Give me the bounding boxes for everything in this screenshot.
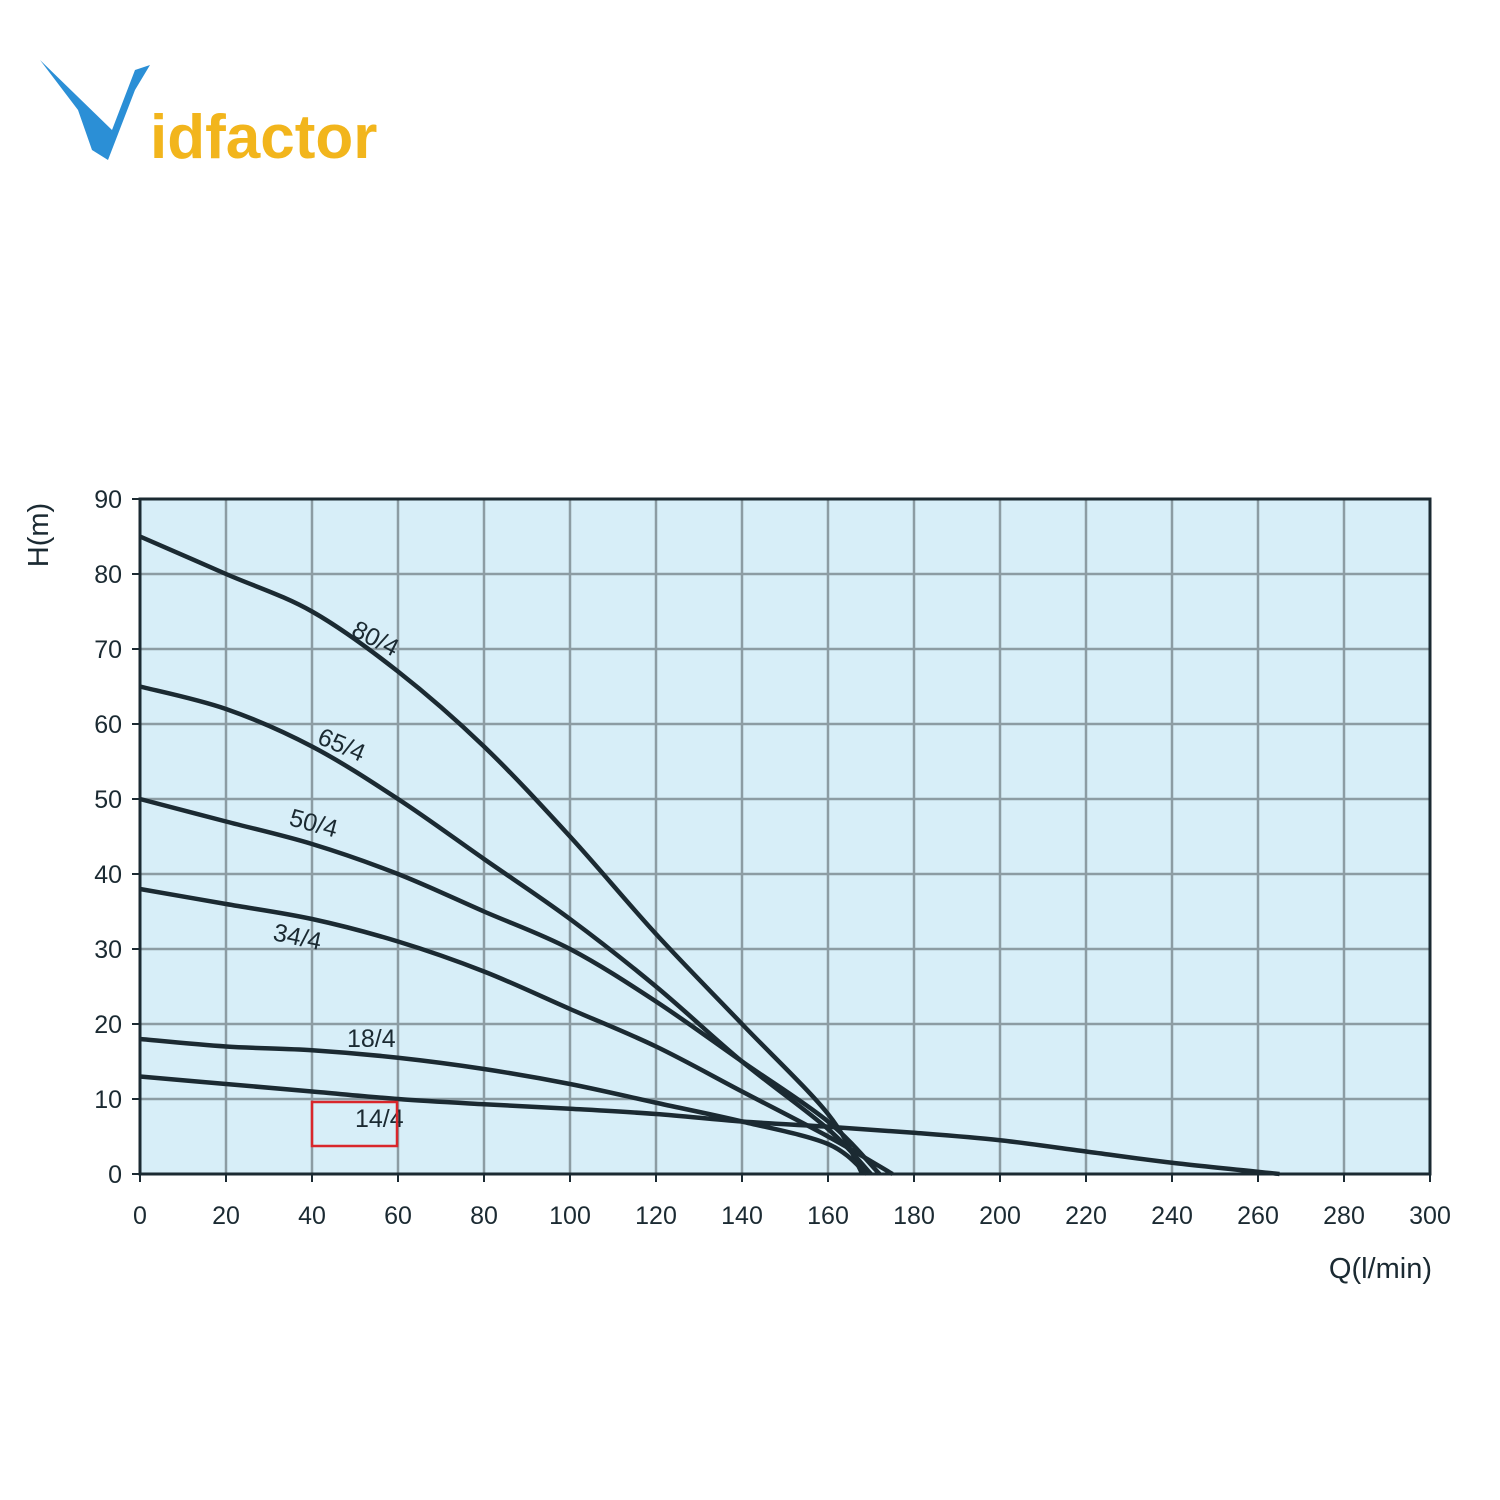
curve bbox=[139, 1036, 869, 1176]
x-tick-label: 240 bbox=[1151, 1202, 1193, 1230]
curve bbox=[139, 796, 882, 1176]
y-tick-label: 70 bbox=[94, 636, 122, 664]
y-axis-label: H(m) bbox=[23, 503, 55, 567]
x-tick-label: 80 bbox=[470, 1202, 498, 1230]
x-tick-label: 280 bbox=[1323, 1202, 1365, 1230]
x-tick-label: 220 bbox=[1065, 1202, 1107, 1230]
y-tick-label: 30 bbox=[94, 936, 122, 964]
x-tick-label: 40 bbox=[298, 1202, 326, 1230]
x-tick-label: 60 bbox=[384, 1202, 412, 1230]
y-tick-label: 60 bbox=[94, 711, 122, 739]
x-tick-label: 180 bbox=[893, 1202, 935, 1230]
curve bbox=[139, 684, 873, 1176]
x-tick-label: 300 bbox=[1409, 1202, 1451, 1230]
y-tick-label: 90 bbox=[94, 486, 122, 514]
curve bbox=[139, 534, 865, 1176]
plot-area bbox=[140, 499, 1430, 1174]
curve-label: 14/4 bbox=[355, 1105, 404, 1133]
logo-mark bbox=[40, 60, 150, 160]
x-tick-label: 140 bbox=[721, 1202, 763, 1230]
logo: V idfactor bbox=[40, 60, 377, 172]
y-tick-label: 20 bbox=[94, 1011, 122, 1039]
curve bbox=[139, 886, 894, 1176]
y-tick-label: 50 bbox=[94, 786, 122, 814]
y-tick-label: 0 bbox=[108, 1161, 122, 1189]
logo-text: idfactor bbox=[150, 103, 377, 172]
y-tick-label: 80 bbox=[94, 561, 122, 589]
x-tick-label: 200 bbox=[979, 1202, 1021, 1230]
x-axis-label: Q(l/min) bbox=[1329, 1253, 1432, 1285]
x-tick-label: 120 bbox=[635, 1202, 677, 1230]
highlight-box bbox=[310, 1100, 399, 1148]
x-tick-label: 260 bbox=[1237, 1202, 1279, 1230]
x-tick-label: 100 bbox=[549, 1202, 591, 1230]
plot-frame bbox=[138, 497, 1432, 1176]
curve-label: 18/4 bbox=[347, 1025, 396, 1053]
x-tick-label: 20 bbox=[212, 1202, 240, 1230]
curve bbox=[139, 1074, 1280, 1177]
y-tick-label: 10 bbox=[94, 1086, 122, 1114]
chart: 0 20 40 60 80 100 120 140 160 180 200 220 240 260 280 3… bbox=[23, 486, 1451, 1285]
x-tick-label: 0 bbox=[133, 1202, 147, 1230]
x-tick-label: 160 bbox=[807, 1202, 849, 1230]
y-tick-label: 40 bbox=[94, 861, 122, 889]
